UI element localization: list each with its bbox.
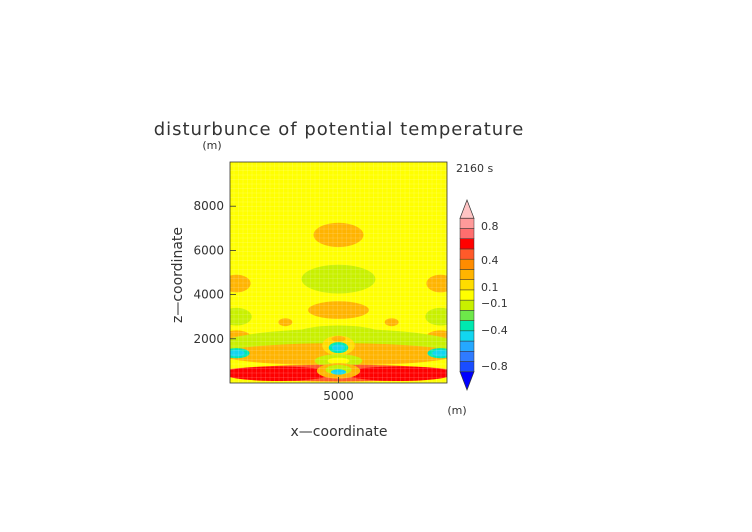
contour-region-20 — [331, 344, 346, 351]
colorbar — [459, 199, 475, 391]
contour-region-26 — [345, 366, 447, 382]
contour-region-12 — [292, 325, 385, 346]
colorbar-bin-5 — [459, 320, 475, 332]
colorbar-label-2: 0.1 — [481, 281, 499, 294]
colorbar-label-0: 0.8 — [481, 220, 499, 233]
colorbar-bin-7 — [459, 299, 475, 311]
y-unit-label: (m) — [202, 139, 221, 152]
colorbar-label-5: −0.8 — [481, 360, 508, 373]
colorbar-bin-1 — [459, 361, 475, 373]
colorbar-bin-9 — [459, 279, 475, 291]
colorbar-label-4: −0.4 — [481, 324, 508, 337]
contour-region-6 — [425, 307, 447, 326]
contour-region-7 — [278, 318, 293, 327]
contour-region-0 — [313, 222, 364, 248]
colorbar-bin-14 — [459, 228, 475, 239]
colorbar-bin-0 — [459, 371, 475, 391]
colorbar-label-1: 0.4 — [481, 254, 499, 267]
contour-region-2 — [308, 301, 369, 319]
contour-region-21 — [331, 335, 346, 342]
contour-region-1 — [301, 264, 376, 294]
contour-region-3 — [230, 274, 251, 293]
x-axis-ticks: 5000 — [323, 377, 354, 403]
colorbar-bin-13 — [459, 238, 475, 250]
colorbar-label-3: −0.1 — [481, 297, 508, 310]
y-tick-label-1: 4000 — [193, 288, 224, 302]
contour-field — [230, 222, 447, 382]
time-label: 2160 s — [456, 162, 493, 175]
contour-region-17 — [432, 349, 447, 357]
colorbar-bin-3 — [459, 340, 475, 352]
contour-region-8 — [384, 318, 399, 327]
x-unit-label: (m) — [447, 404, 466, 417]
colorbar-bin-8 — [459, 289, 475, 301]
contour-region-25 — [230, 366, 332, 382]
y-tick-label-2: 6000 — [193, 243, 224, 257]
contour-region-4 — [426, 274, 447, 293]
contour-region-5 — [230, 307, 252, 326]
colorbar-bin-11 — [459, 258, 475, 270]
contour-region-29 — [330, 369, 347, 375]
contour-region-16 — [230, 349, 245, 357]
colorbar-bin-12 — [459, 248, 475, 260]
colorbar-bin-2 — [459, 351, 475, 362]
x-tick-label-0: 5000 — [323, 389, 354, 403]
colorbar-bin-10 — [459, 269, 475, 280]
colorbar-labels: 0.8 0.4 0.1 −0.1 −0.4 −0.8 — [481, 220, 508, 373]
colorbar-bin-16 — [459, 199, 475, 219]
contour-region-23 — [327, 357, 350, 365]
colorbar-bin-4 — [459, 330, 475, 342]
colorbar-bin-15 — [459, 217, 475, 229]
chart-title: disturbunce of potential temperature — [154, 119, 525, 140]
y-axis-ticks: 2000 4000 6000 8000 — [193, 199, 236, 346]
y-tick-label-3: 8000 — [193, 199, 224, 213]
colorbar-bin-6 — [459, 310, 475, 321]
y-axis-label: z—coordinate — [170, 227, 186, 323]
y-tick-label-0: 2000 — [193, 332, 224, 346]
x-axis-label: x—coordinate — [291, 424, 388, 440]
